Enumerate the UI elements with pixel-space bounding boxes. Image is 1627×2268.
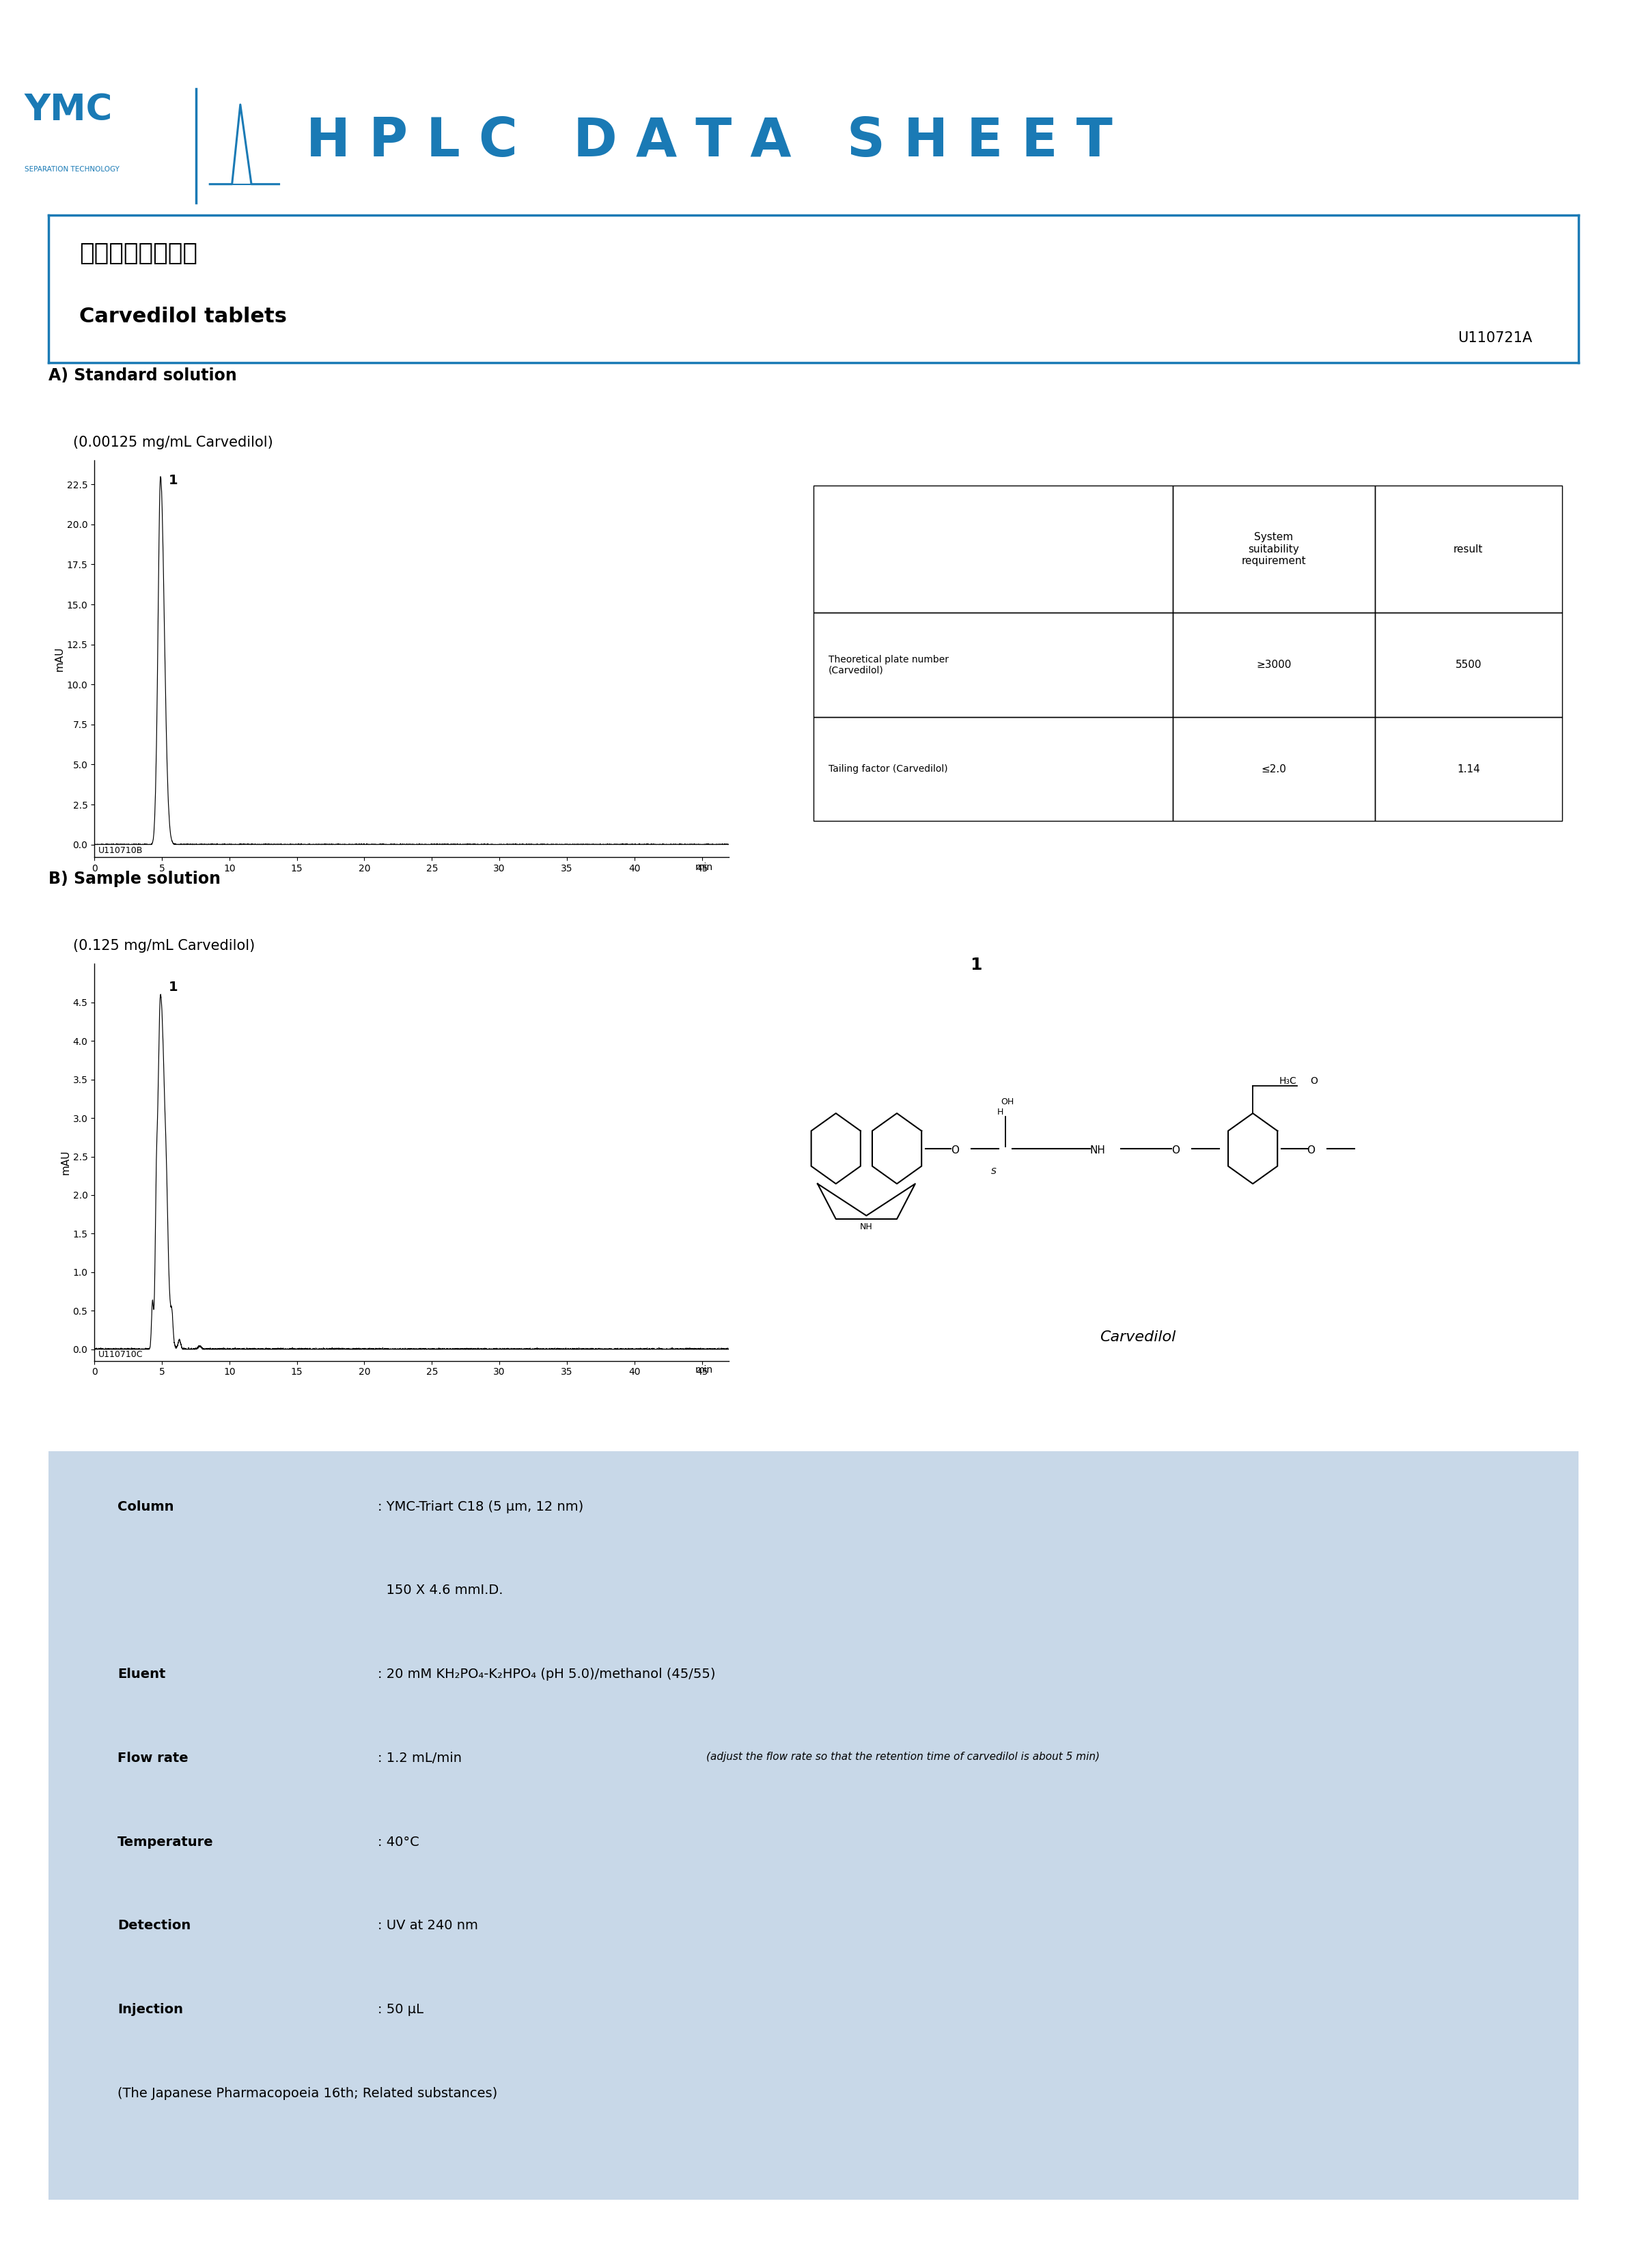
Text: B) Sample solution: B) Sample solution — [49, 871, 221, 887]
Text: カルベジロール錢: カルベジロール錢 — [80, 243, 197, 265]
Text: Carvedilol: Carvedilol — [1100, 1331, 1176, 1345]
Text: U110710B: U110710B — [98, 846, 143, 855]
Text: A) Standard solution: A) Standard solution — [49, 367, 238, 383]
Text: OH: OH — [1001, 1098, 1014, 1107]
Text: Theoretical plate number
(Carvedilol): Theoretical plate number (Carvedilol) — [828, 655, 949, 676]
Text: 1: 1 — [970, 957, 983, 973]
Text: (0.00125 mg/mL Carvedilol): (0.00125 mg/mL Carvedilol) — [73, 435, 273, 449]
Text: 1: 1 — [169, 980, 177, 993]
Bar — [1173, 612, 1375, 717]
Text: ≤2.0: ≤2.0 — [1261, 764, 1287, 773]
Bar — [814, 717, 1173, 821]
Text: (0.125 mg/mL Carvedilol): (0.125 mg/mL Carvedilol) — [73, 939, 255, 953]
Text: ≥3000: ≥3000 — [1256, 660, 1292, 669]
Bar — [1375, 485, 1562, 612]
Text: Temperature: Temperature — [117, 1835, 213, 1848]
Text: H: H — [997, 1107, 1004, 1116]
Bar — [1173, 717, 1375, 821]
Text: O: O — [952, 1145, 960, 1154]
Text: Eluent: Eluent — [117, 1667, 166, 1681]
Text: min: min — [695, 862, 713, 873]
Text: Tailing factor (Carvedilol): Tailing factor (Carvedilol) — [828, 764, 949, 773]
Text: Column: Column — [117, 1499, 174, 1513]
Text: S: S — [991, 1168, 996, 1175]
Text: U110721A: U110721A — [1458, 331, 1533, 345]
Text: O: O — [1310, 1075, 1318, 1086]
Text: NH: NH — [1090, 1145, 1106, 1154]
Text: min: min — [695, 1365, 713, 1374]
Text: O: O — [1171, 1145, 1180, 1154]
Text: Injection: Injection — [117, 2003, 184, 2016]
Bar — [814, 612, 1173, 717]
Text: (The Japanese Pharmacopoeia 16th; Related substances): (The Japanese Pharmacopoeia 16th; Relate… — [117, 2087, 498, 2100]
Text: U110710C: U110710C — [98, 1349, 143, 1359]
Text: Detection: Detection — [117, 1919, 190, 1932]
Text: H₃C: H₃C — [1279, 1075, 1297, 1086]
Bar — [1375, 717, 1562, 821]
Text: Flow rate: Flow rate — [117, 1751, 189, 1765]
Text: : 40°C: : 40°C — [377, 1835, 420, 1848]
Text: 5500: 5500 — [1455, 660, 1482, 669]
Text: H P L C   D A T A   S H E E T: H P L C D A T A S H E E T — [306, 116, 1113, 168]
Text: 1.14: 1.14 — [1456, 764, 1481, 773]
Text: O: O — [1306, 1145, 1315, 1154]
Bar — [1173, 485, 1375, 612]
Text: SEPARATION TECHNOLOGY: SEPARATION TECHNOLOGY — [24, 166, 119, 172]
Text: Carvedilol tablets: Carvedilol tablets — [80, 306, 286, 327]
Text: 150 X 4.6 mmI.D.: 150 X 4.6 mmI.D. — [377, 1583, 503, 1597]
Y-axis label: mAU: mAU — [60, 1150, 72, 1175]
Text: : 20 mM KH₂PO₄-K₂HPO₄ (pH 5.0)/methanol (45/55): : 20 mM KH₂PO₄-K₂HPO₄ (pH 5.0)/methanol … — [377, 1667, 716, 1681]
Text: : UV at 240 nm: : UV at 240 nm — [377, 1919, 478, 1932]
Text: : 1.2 mL/min: : 1.2 mL/min — [377, 1751, 462, 1765]
Text: System
suitability
requirement: System suitability requirement — [1241, 533, 1306, 567]
Text: 1: 1 — [169, 474, 177, 488]
Text: : YMC-Triart C18 (5 μm, 12 nm): : YMC-Triart C18 (5 μm, 12 nm) — [377, 1499, 584, 1513]
Text: result: result — [1453, 544, 1484, 553]
Text: NH: NH — [861, 1222, 872, 1232]
Text: YMC: YMC — [24, 93, 112, 127]
Y-axis label: mAU: mAU — [55, 646, 65, 671]
Bar — [1375, 612, 1562, 717]
Bar — [814, 485, 1173, 612]
Text: (adjust the flow rate so that the retention time of carvedilol is about 5 min): (adjust the flow rate so that the retent… — [706, 1751, 1100, 1762]
Text: : 50 μL: : 50 μL — [377, 2003, 423, 2016]
